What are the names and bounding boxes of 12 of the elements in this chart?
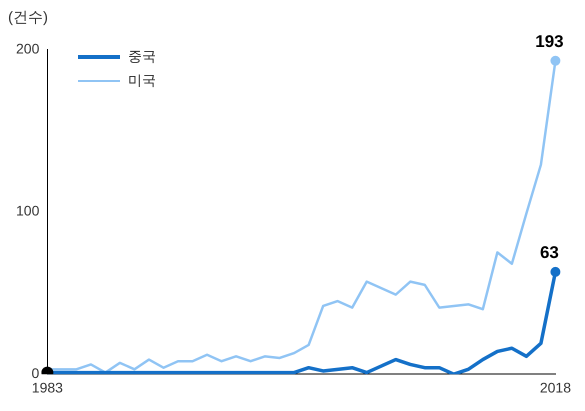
legend-label: 중국 (128, 48, 156, 66)
legend-label: 미국 (128, 72, 156, 90)
y-axis-title: (건수) (8, 8, 48, 27)
point (550, 56, 560, 66)
data-label: 193 (535, 32, 564, 51)
data-label: 63 (540, 243, 559, 262)
x-tick-label: 1983 (32, 379, 64, 396)
y-tick-label: 100 (16, 202, 40, 219)
x-tick-label: 2018 (540, 379, 572, 396)
point (550, 266, 560, 277)
y-tick-label: 0 (32, 365, 40, 382)
y-tick-label: 200 (16, 40, 40, 56)
